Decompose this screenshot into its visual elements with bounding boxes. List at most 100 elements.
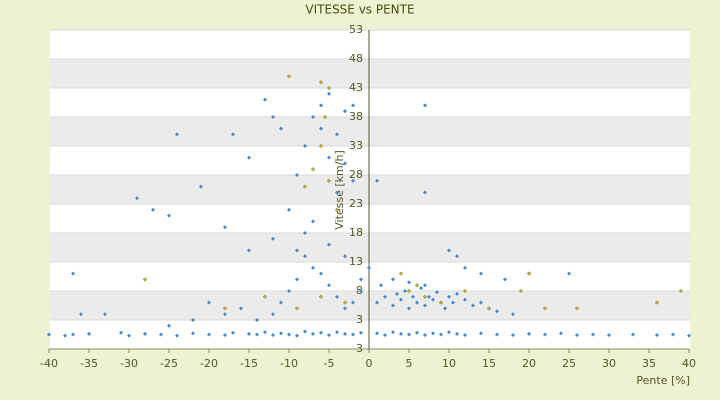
- point: [518, 288, 524, 294]
- point: [318, 294, 324, 299]
- point: [254, 332, 260, 337]
- point: [294, 306, 300, 311]
- point: [390, 277, 396, 282]
- point: [70, 271, 76, 276]
- point: [422, 103, 428, 108]
- point: [222, 332, 228, 338]
- point: [510, 312, 516, 317]
- point: [414, 300, 420, 305]
- point: [86, 331, 92, 337]
- point: [238, 306, 244, 311]
- point: [270, 312, 276, 317]
- grid-band: [50, 291, 690, 320]
- point: [310, 219, 316, 224]
- point: [326, 178, 332, 183]
- point: [326, 283, 332, 288]
- x-tick-label: -25: [160, 357, 178, 370]
- x-tick-label: -20: [200, 357, 218, 370]
- point: [494, 309, 500, 314]
- y-tick-label: 13: [349, 255, 363, 268]
- point: [326, 242, 332, 247]
- point: [246, 331, 252, 337]
- point: [254, 317, 260, 323]
- point: [222, 306, 228, 311]
- point: [206, 332, 212, 337]
- point: [606, 332, 612, 338]
- point: [318, 126, 324, 131]
- x-tick-label: 15: [482, 357, 496, 370]
- point: [382, 332, 388, 338]
- point: [566, 271, 572, 276]
- point: [262, 294, 268, 299]
- point: [174, 333, 180, 338]
- point: [374, 178, 380, 183]
- point: [134, 196, 140, 201]
- point: [462, 332, 468, 338]
- point: [526, 271, 532, 276]
- point: [310, 331, 316, 337]
- point: [678, 288, 684, 294]
- y-tick-label: 43: [349, 81, 363, 94]
- point: [278, 126, 284, 131]
- point: [278, 331, 284, 336]
- point: [574, 332, 580, 338]
- point: [350, 103, 356, 108]
- point: [270, 236, 276, 241]
- point: [286, 288, 292, 294]
- y-axis-title: Vitesse [km/h]: [333, 150, 346, 230]
- point: [542, 306, 548, 311]
- point: [654, 332, 660, 338]
- point: [326, 91, 332, 96]
- point: [390, 303, 396, 308]
- point: [358, 288, 364, 294]
- point: [486, 306, 492, 311]
- x-tick-label: 35: [642, 357, 656, 370]
- point: [422, 190, 428, 195]
- point: [334, 294, 340, 299]
- point: [278, 300, 284, 305]
- point: [326, 155, 332, 160]
- grid-band: [50, 117, 690, 146]
- x-tick-label: 25: [562, 357, 576, 370]
- point: [430, 297, 436, 302]
- x-tick-label: -30: [120, 357, 138, 370]
- point: [342, 161, 348, 166]
- point: [374, 300, 380, 305]
- point: [526, 331, 532, 337]
- point: [334, 190, 340, 195]
- point: [190, 317, 196, 323]
- point: [222, 312, 228, 317]
- x-tick-label: 5: [406, 357, 413, 370]
- point: [318, 103, 324, 108]
- point: [454, 291, 460, 296]
- point: [302, 254, 308, 259]
- point: [390, 330, 396, 335]
- point: [398, 297, 404, 302]
- point: [326, 332, 332, 338]
- x-tick-label: 0: [366, 357, 373, 370]
- point: [442, 306, 448, 311]
- point: [270, 114, 276, 120]
- point: [166, 323, 172, 328]
- point: [342, 254, 348, 259]
- point: [462, 288, 468, 294]
- point: [342, 109, 348, 114]
- point: [310, 265, 316, 270]
- point: [334, 132, 340, 137]
- point: [190, 331, 196, 336]
- point: [350, 332, 356, 337]
- point: [418, 286, 424, 291]
- x-tick-label: -10: [280, 357, 298, 370]
- point: [334, 207, 340, 212]
- point: [398, 331, 404, 337]
- point: [406, 332, 412, 337]
- y-tick-label: 53: [349, 23, 363, 36]
- point: [334, 330, 340, 335]
- point: [454, 331, 460, 337]
- point: [222, 225, 228, 230]
- point: [394, 291, 400, 296]
- point: [294, 248, 300, 253]
- x-axis-title: Pente [%]: [636, 374, 690, 387]
- point: [478, 331, 484, 336]
